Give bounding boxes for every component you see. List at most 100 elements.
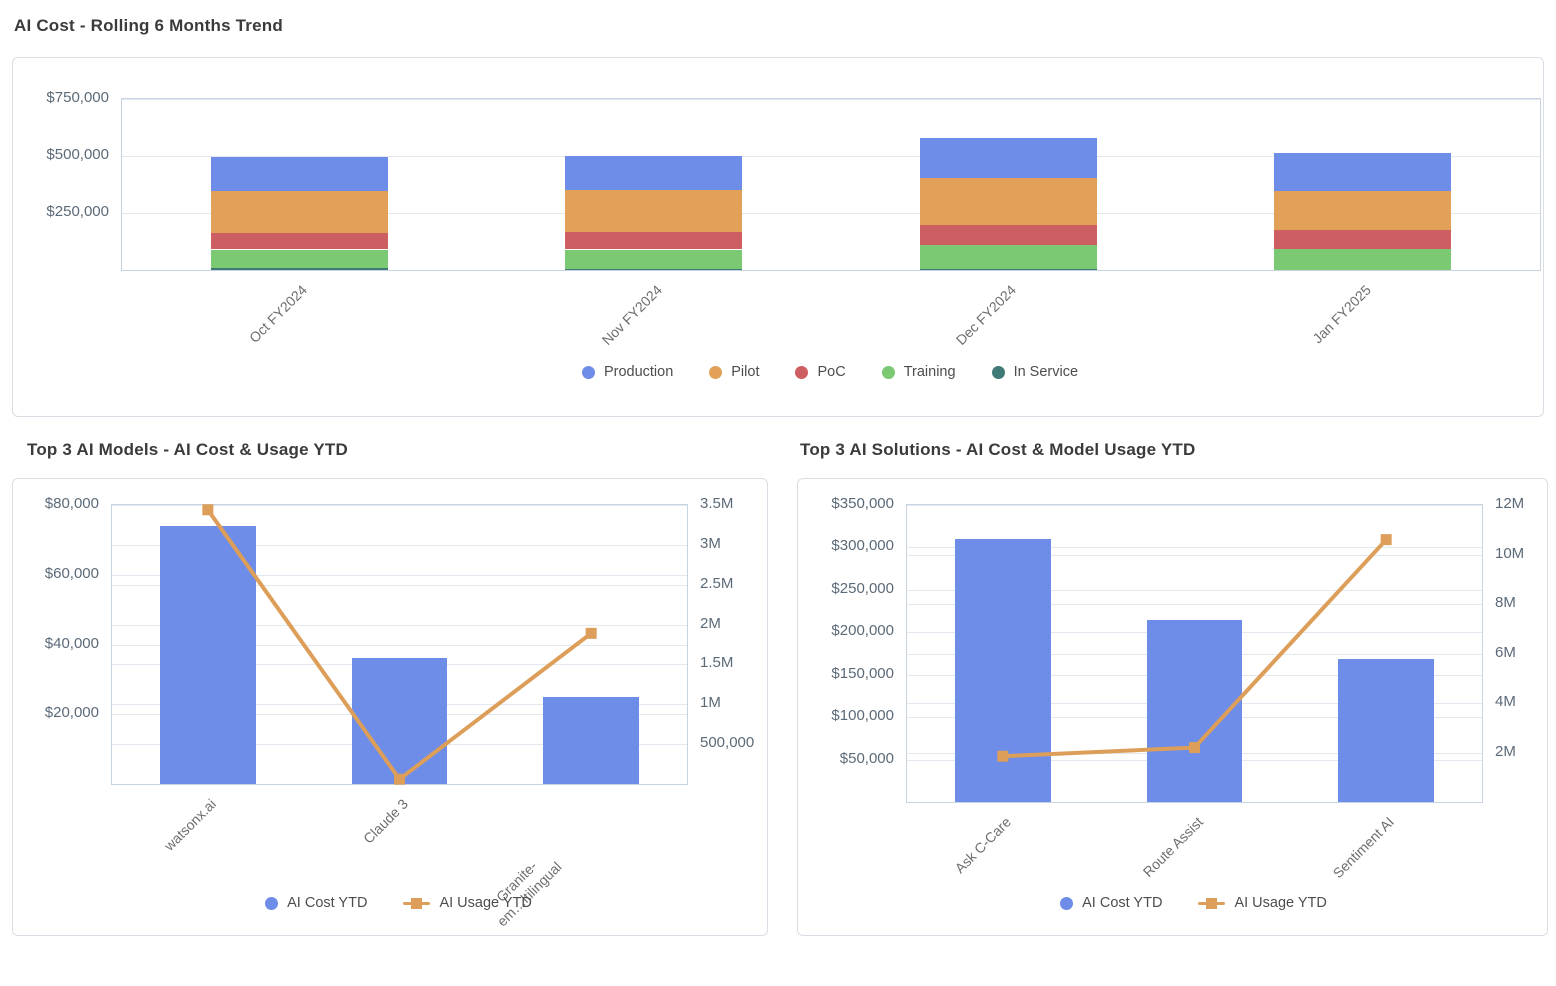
gridline (112, 644, 687, 646)
legend: Production Pilot PoC Training In Service (121, 364, 1539, 380)
usage-line-path (1002, 538, 1388, 759)
models-usage-line (202, 504, 597, 785)
left-axis-label: $150,000 (831, 664, 894, 682)
left-axis-label: $250,000 (831, 579, 894, 597)
bar-segment-Training[interactable] (210, 249, 388, 269)
legend-line-marker-icon (403, 897, 431, 909)
right-axis-label: 10M (1495, 544, 1525, 562)
gridline (112, 544, 687, 546)
gridline (907, 505, 1482, 506)
bar-segment-In Service[interactable] (919, 268, 1097, 270)
line-marker-Sentiment AI[interactable] (1380, 534, 1392, 546)
bar-Sentiment AI[interactable] (1338, 659, 1435, 802)
left-axis-label: $750,000 (46, 89, 109, 106)
left-axis-label: $300,000 (831, 537, 894, 555)
trend-chart-card: $250,000 $500,000 $750,000 Oct FY2024 Nov FY… (12, 57, 1544, 417)
bar-segment-Pilot[interactable] (565, 190, 743, 233)
right-axis-label: 500,000 (700, 734, 755, 752)
legend-item-Training[interactable]: Training (881, 364, 956, 380)
bar-Granite-[interactable] (543, 696, 640, 784)
solutions-plot (906, 504, 1483, 803)
legend-line-marker-icon (1198, 897, 1226, 909)
line-marker-Route Assist[interactable] (1189, 742, 1200, 754)
bar-segment-Training[interactable] (1274, 249, 1452, 270)
legend-label: Training (903, 364, 956, 380)
trend-chart-title: AI Cost - Rolling 6 Months Trend (14, 16, 283, 35)
legend-item-In Service[interactable]: In Service (991, 364, 1079, 380)
left-axis-label: $250,000 (46, 203, 109, 220)
legend: AI Cost YTD AI Usage YTD (906, 895, 1481, 911)
bar-segment-Training[interactable] (919, 244, 1097, 269)
gridline (907, 604, 1482, 605)
left-axis-label: $200,000 (831, 622, 894, 640)
legend-label: AI Cost YTD (287, 895, 368, 911)
right-axis-label: 1.5M (700, 654, 734, 672)
bar-segment-In Service[interactable] (210, 268, 388, 270)
legend-dot-icon (265, 896, 279, 910)
right-axis-label: 12M (1495, 495, 1525, 512)
left-axis-label: $40,000 (44, 634, 99, 652)
right-axis-label: 6M (1495, 643, 1516, 661)
solutions-usage-line (997, 534, 1392, 762)
legend: AI Cost YTD AI Usage YTD (111, 895, 686, 911)
line-marker-Granite-[interactable] (585, 627, 597, 639)
bar-segment-Training[interactable] (565, 249, 743, 269)
left-axis-label: $80,000 (44, 495, 99, 512)
left-axis-label: $50,000 (839, 749, 894, 767)
legend-dot-icon (581, 365, 595, 379)
legend-item-Pilot[interactable]: Pilot (709, 364, 759, 380)
bar-segment-PoC[interactable] (919, 225, 1097, 245)
right-axis-label: 1M (700, 694, 721, 712)
legend-item-AI Cost YTD[interactable]: AI Cost YTD (265, 895, 367, 911)
legend-dot-icon (881, 365, 895, 379)
bar-segment-PoC[interactable] (1274, 229, 1452, 250)
legend-item-Production[interactable]: Production (581, 364, 673, 380)
legend-item-AI Usage YTD[interactable]: AI Usage YTD (403, 895, 532, 911)
line-marker-Claude 3[interactable] (394, 773, 405, 785)
bar-segment-Production[interactable] (210, 156, 388, 191)
line-marker-Ask C-Care[interactable] (997, 750, 1009, 762)
right-axis-label: 3M (700, 534, 721, 552)
models-chart-card: $20,000 $40,000 $60,000 $80,000 500,000 1M 1.5… (12, 478, 768, 936)
gridline (122, 213, 1540, 214)
legend-line-square (1206, 897, 1218, 909)
bar-segment-Pilot[interactable] (919, 177, 1097, 226)
gridline (907, 547, 1482, 549)
right-axis-label: 4M (1495, 693, 1516, 710)
ai-cost-dashboard: { "colors": { "production_blue": "#6d8de… (12, 16, 1548, 936)
right-axis-label: 2M (1495, 742, 1516, 760)
right-axis-label: 2M (700, 614, 721, 632)
legend-label: In Service (1013, 364, 1079, 380)
bar-segment-Pilot[interactable] (210, 190, 388, 234)
bar-segment-Production[interactable] (1274, 152, 1452, 191)
models-chart-title: Top 3 AI Models - AI Cost & Usage YTD (27, 440, 348, 459)
bar-watsonx.ai[interactable] (159, 525, 256, 784)
left-axis-label: $100,000 (831, 707, 894, 725)
bar-segment-In Service[interactable] (565, 268, 743, 270)
legend-dot-icon (709, 365, 723, 379)
solutions-chart-card: $50,000 $100,000 $150,000 $200,000 $250,000 $… (797, 478, 1548, 936)
gridline (907, 589, 1482, 591)
legend-label: AI Usage YTD (439, 895, 532, 911)
bar-segment-PoC[interactable] (565, 232, 743, 250)
x-axis-label: watsonx.ai (160, 795, 219, 854)
legend-item-AI Cost YTD[interactable]: AI Cost YTD (1060, 895, 1162, 911)
left-axis-label: $20,000 (44, 704, 99, 722)
legend-label: PoC (817, 364, 846, 380)
gridline (112, 584, 687, 586)
bar-Claude 3[interactable] (351, 658, 448, 784)
left-axis-label: $350,000 (831, 495, 894, 512)
gridline (112, 505, 687, 506)
solutions-chart-title: Top 3 AI Solutions - AI Cost & Model Usa… (800, 440, 1196, 459)
bar-segment-PoC[interactable] (210, 233, 388, 250)
legend-dot-icon (991, 365, 1005, 379)
x-axis-label: Granite- em…ltilingual (493, 857, 565, 930)
line-marker-watsonx.ai[interactable] (202, 504, 214, 516)
legend-item-AI Usage YTD[interactable]: AI Usage YTD (1198, 895, 1327, 911)
bar-segment-Pilot[interactable] (1274, 190, 1452, 230)
bar-segment-Production[interactable] (919, 137, 1097, 178)
legend-label: AI Cost YTD (1082, 895, 1163, 911)
bar-segment-Production[interactable] (565, 156, 743, 191)
gridline (112, 624, 687, 626)
legend-item-PoC[interactable]: PoC (795, 364, 846, 380)
